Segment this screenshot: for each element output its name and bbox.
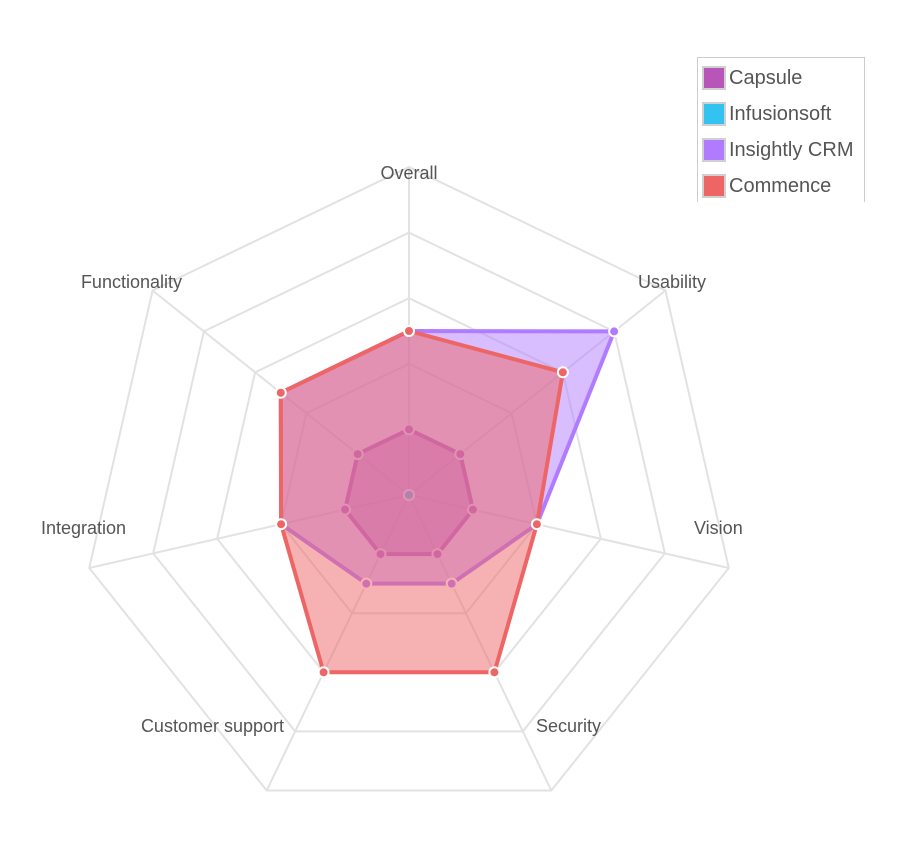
legend-swatch (702, 174, 726, 198)
data-point[interactable] (274, 386, 287, 399)
data-point[interactable] (608, 325, 621, 338)
data-point[interactable] (317, 666, 330, 679)
data-point[interactable] (530, 518, 543, 531)
axis-label: Overall (380, 163, 437, 183)
axis-label: Functionality (81, 272, 182, 292)
axis-label: Security (536, 716, 601, 736)
legend-label: Insightly CRM (729, 138, 854, 161)
axis-labels: Overall Usability Vision Security Custom… (41, 163, 743, 736)
legend-item-infusionsoft[interactable]: Infusionsoft (702, 99, 831, 129)
data-point[interactable] (403, 325, 415, 337)
data-point[interactable] (556, 366, 569, 379)
legend-label: Capsule (729, 66, 803, 89)
legend-swatch (702, 102, 726, 126)
legend-label: Infusionsoft (729, 102, 832, 125)
chart-legend: Capsule Infusionsoft Insightly CRM Comme… (697, 57, 865, 202)
data-point[interactable] (488, 666, 501, 679)
legend-item-commence[interactable]: Commence (702, 171, 831, 201)
legend-swatch (702, 66, 726, 90)
legend-item-capsule[interactable]: Capsule (702, 63, 802, 93)
legend-swatch (702, 138, 726, 162)
data-point[interactable] (275, 518, 288, 531)
axis-label: Customer support (141, 716, 284, 736)
grid-ring (88, 165, 730, 792)
series-area (278, 329, 565, 675)
radar-series (274, 325, 621, 679)
axis-label: Integration (41, 518, 126, 538)
axis-label: Usability (638, 272, 706, 292)
axis-label: Vision (694, 518, 743, 538)
series-commence (274, 325, 569, 679)
legend-item-insightly-crm[interactable]: Insightly CRM (702, 135, 853, 165)
legend-label: Commence (729, 174, 832, 197)
grid-ring (152, 231, 666, 733)
